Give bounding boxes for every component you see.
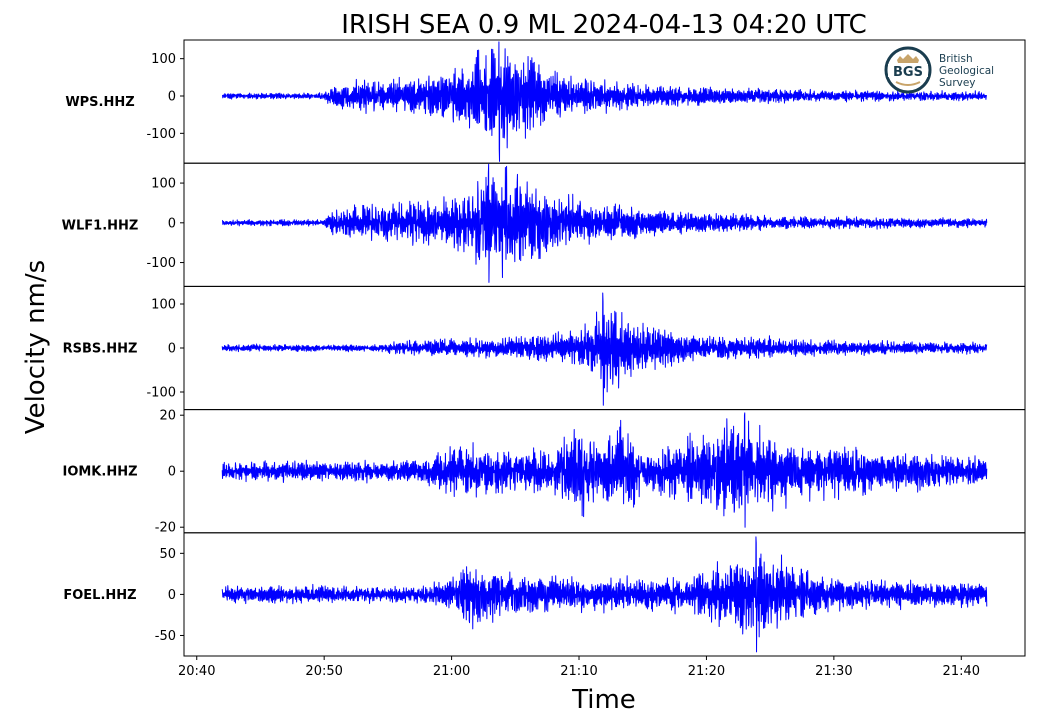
bgs-logo: BGS British Geological Survey [884, 46, 994, 94]
x-axis: 20:40 20:50 21:00 21:10 21:20 21:30 21:40 [178, 656, 980, 679]
panel-wps-hhz: 100 0 -100 WPS.HHZ [65, 39, 1026, 164]
logo-line-2: Geological [939, 65, 994, 77]
y-tick-label: 0 [168, 342, 176, 357]
logo-band [888, 64, 928, 77]
station-label: IOMK.HHZ [62, 465, 137, 480]
y-axis-label: Velocity nm/s [21, 260, 51, 434]
chart-title: IRISH SEA 0.9 ML 2024-04-13 04:20 UTC [341, 10, 867, 40]
station-label: RSBS.HHZ [63, 342, 138, 357]
panel-iomk-hhz: 20 0 -20 IOMK.HHZ [62, 409, 1026, 536]
waveform-trace [221, 412, 988, 528]
panel-wlf1-hhz: 100 0 -100 WLF1.HHZ [62, 162, 1026, 287]
x-tick-label: 21:40 [943, 664, 980, 679]
y-tick-label: 0 [168, 465, 176, 480]
y-tick-label: 100 [151, 177, 176, 192]
logo-badge-text: BGS [893, 65, 923, 80]
x-tick-label: 21:30 [815, 664, 852, 679]
x-tick-label: 20:40 [178, 664, 215, 679]
logo-ring [884, 46, 932, 94]
x-tick-label: 21:10 [560, 664, 597, 679]
waveform-trace [221, 292, 988, 406]
y-tick-label: -100 [146, 256, 176, 271]
y-tick-label: 100 [151, 52, 176, 67]
y-tick-label: 50 [159, 547, 176, 562]
station-label: WLF1.HHZ [62, 218, 139, 233]
station-label: WPS.HHZ [65, 95, 134, 110]
waveform-trace [221, 536, 988, 653]
x-tick-label: 20:50 [305, 664, 342, 679]
y-tick-label: 0 [168, 588, 176, 603]
x-axis-label: Time [571, 685, 636, 715]
y-tick-label: 100 [151, 298, 176, 313]
y-tick-label: 20 [159, 409, 176, 424]
trace-panels: 100 0 -100 WPS.HHZ 100 0 -100 WLF1.HHZ 100 0 -100 R… [62, 39, 1026, 657]
logo-line-1: British [939, 53, 973, 65]
panel-foel-hhz: 50 0 -50 FOEL.HHZ [63, 532, 1026, 657]
x-tick-label: 21:20 [688, 664, 725, 679]
y-tick-label: -50 [155, 629, 176, 644]
station-label: FOEL.HHZ [63, 588, 136, 603]
logo-wave [895, 81, 921, 86]
y-tick-label: -20 [155, 521, 176, 536]
logo-line-3: Survey [939, 77, 976, 89]
y-tick-label: -100 [146, 127, 176, 142]
waveform-trace [222, 163, 988, 283]
y-tick-label: 0 [168, 90, 176, 105]
panel-rsbs-hhz: 100 0 -100 RSBS.HHZ [63, 285, 1026, 411]
y-tick-label: 0 [168, 216, 176, 231]
y-tick-label: -100 [146, 386, 176, 401]
x-tick-label: 21:00 [433, 664, 470, 679]
waveform-trace [221, 41, 987, 162]
crown-icon [897, 54, 919, 63]
